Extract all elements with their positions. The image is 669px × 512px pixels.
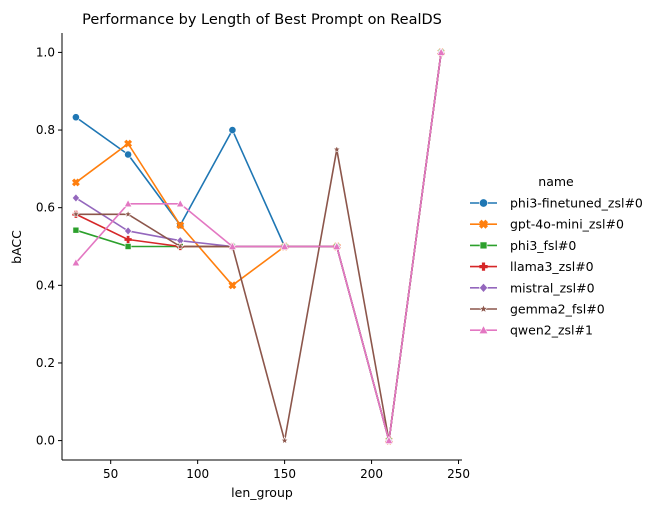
legend-label: qwen2_zsl#1 <box>510 323 593 338</box>
data-point <box>71 258 81 267</box>
legend-marker <box>478 219 489 229</box>
data-point <box>384 435 394 444</box>
data-point <box>124 226 133 236</box>
chart-title: Performance by Length of Best Prompt on … <box>82 12 442 28</box>
data-point <box>280 241 289 250</box>
x-tick-label: 200 <box>360 467 383 481</box>
legend-item: gemma2_fsl#0 <box>470 302 605 317</box>
y-tick-label: 0.4 <box>36 278 55 292</box>
series-6 <box>71 47 446 444</box>
legend: name phi3-finetuned_zsl#0 gpt-4o-mini_zsl… <box>470 174 643 338</box>
data-point <box>123 209 133 219</box>
data-point <box>332 144 342 154</box>
data-point <box>71 209 81 219</box>
y-tick-label: 0.8 <box>36 123 55 137</box>
data-point <box>124 139 133 148</box>
data-point <box>72 226 80 234</box>
data-point <box>280 435 290 445</box>
data-point <box>71 193 80 203</box>
data-point <box>71 178 80 187</box>
data-point <box>228 126 237 134</box>
data-point <box>72 113 80 122</box>
y-tick-label: 1.0 <box>36 45 55 59</box>
data-point <box>175 241 185 251</box>
y-ticks: 0.0 0.2 0.4 0.6 0.8 1.0 <box>36 45 62 448</box>
legend-label: gemma2_fsl#0 <box>510 302 605 317</box>
legend-label: llama3_zsl#0 <box>510 259 594 274</box>
y-tick-label: 0.6 <box>36 201 55 215</box>
legend-marker <box>479 241 488 250</box>
data-point <box>436 47 446 56</box>
data-point <box>124 150 132 159</box>
x-tick-label: 150 <box>273 467 296 481</box>
legend-item: phi3-finetuned_zsl#0 <box>470 196 643 211</box>
series-line <box>75 52 442 442</box>
legend-item: qwen2_zsl#1 <box>470 323 593 338</box>
data-point <box>124 235 132 244</box>
data-point <box>332 241 342 250</box>
x-tick-label: 50 <box>103 467 118 481</box>
legend-item: llama3_zsl#0 <box>470 259 594 274</box>
legend-marker <box>479 198 488 208</box>
y-axis-label: bACC <box>9 230 24 264</box>
data-point <box>176 221 185 230</box>
y-tick-label: 0.2 <box>36 356 55 370</box>
legend-marker <box>479 262 488 271</box>
data-point <box>175 199 185 208</box>
x-axis-label: len_group <box>231 485 293 500</box>
legend-item: mistral_zsl#0 <box>470 280 595 295</box>
x-ticks: 50 100 150 200 250 <box>103 460 470 481</box>
legend-label: gpt-4o-mini_zsl#0 <box>510 217 624 232</box>
series-line <box>75 52 442 442</box>
y-tick-label: 0.0 <box>36 434 55 448</box>
legend-label: mistral_zsl#0 <box>510 280 595 295</box>
legend-label: phi3_fsl#0 <box>510 238 576 253</box>
legend-marker <box>478 303 489 314</box>
legend-item: phi3_fsl#0 <box>470 238 576 253</box>
legend-label: phi3-finetuned_zsl#0 <box>510 196 643 211</box>
data-point <box>124 243 132 250</box>
x-tick-label: 250 <box>447 467 470 481</box>
x-tick-label: 100 <box>186 467 209 481</box>
data-point <box>228 241 237 250</box>
legend-title: name <box>538 174 574 189</box>
data-point <box>228 281 237 290</box>
legend-item: gpt-4o-mini_zsl#0 <box>470 217 624 232</box>
legend-marker <box>478 324 489 334</box>
legend-marker <box>478 282 489 293</box>
data-point <box>123 199 133 208</box>
plot-area <box>71 47 446 446</box>
